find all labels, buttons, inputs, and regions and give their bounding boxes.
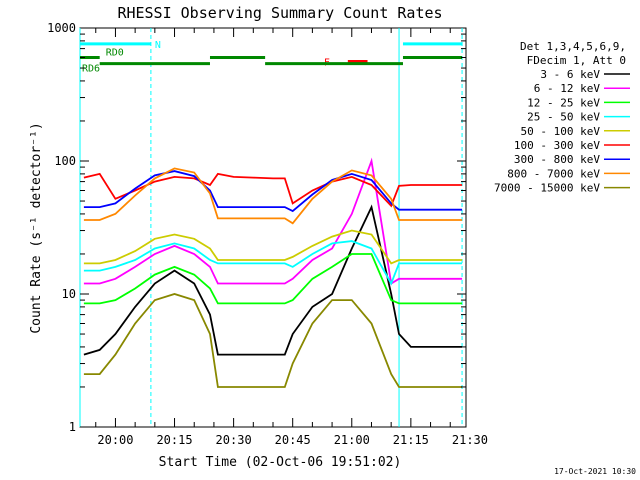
chart-title: RHESSI Observing Summary Count Rates [117,4,442,22]
x-axis-label: Start Time (02-Oct-06 19:51:02) [159,455,402,470]
series-line-2 [83,253,463,305]
legend-entry-2: 12 - 25 keV [527,96,600,109]
footer-date: 17-Oct-2021 10:30 [554,467,636,476]
series-line-3 [83,240,463,286]
legend-entry-3: 25 - 50 keV [527,111,600,124]
annotation-label-2: RD0 [106,48,124,59]
legend-header-line-1: Det 1,3,4,5,6,9, [520,40,626,53]
legend-entry-8: 7000 - 15000 keV [494,182,600,195]
x-tick-label-3: 20:45 [275,433,311,447]
plot-area [79,27,467,428]
legend: Det 1,3,4,5,6,9, FDecim 1, Att 0 3 - 6 k… [494,40,630,195]
x-tick-label-6: 21:30 [452,433,488,447]
series-line-7 [83,167,463,225]
x-tick-label-4: 21:00 [334,433,370,447]
y-axis-label: Count Rate (s⁻¹ detector⁻¹) [29,122,44,333]
x-tick-label-5: 21:15 [393,433,429,447]
annotation-label-3: RD6 [82,64,100,75]
legend-entry-1: 6 - 12 keV [534,82,601,95]
y-tick-label-2: 100 [54,154,76,168]
x-axis-ticks: 20:00 20:15 20:30 20:45 21:00 21:15 21:30 [95,28,488,447]
y-tick-label-0: 1 [69,420,76,434]
series-layer [83,157,463,388]
y-axis-ticks: 1 10 100 1000 [47,21,466,434]
y-tick-label-1: 10 [62,287,76,301]
series-line-8 [83,293,463,388]
series-line-6 [83,170,463,213]
legend-header-line-2: FDecim 1, Att 0 [527,54,626,67]
series-line-1 [83,157,463,285]
x-tick-label-0: 20:00 [97,433,133,447]
legend-entry-6: 300 - 800 keV [514,153,600,166]
annotation-layer: NFRD0RD6 [80,40,463,75]
y-tick-label-3: 1000 [47,21,76,35]
series-line-0 [83,204,463,356]
x-tick-label-2: 20:30 [216,433,252,447]
legend-entry-7: 800 - 7000 keV [507,167,600,180]
annotation-label-0: N [155,40,161,51]
legend-entry-5: 100 - 300 keV [514,139,600,152]
x-tick-label-1: 20:15 [156,433,192,447]
series-line-5 [83,172,463,208]
series-line-4 [83,229,463,265]
vlines-layer [79,28,463,427]
legend-entry-0: 3 - 6 keV [540,68,600,81]
legend-entry-4: 50 - 100 keV [521,125,601,138]
